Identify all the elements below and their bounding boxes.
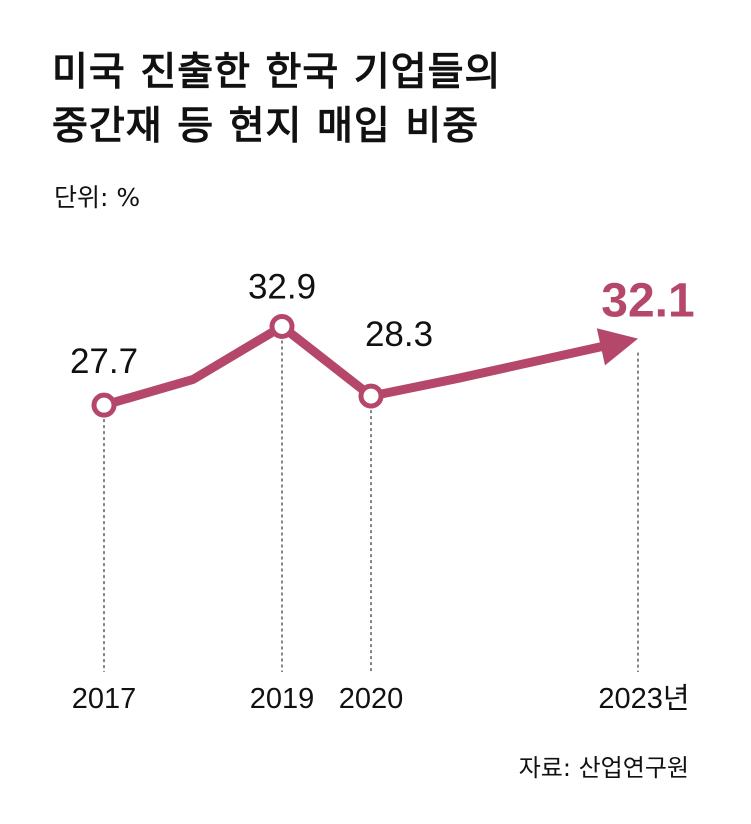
- chart-title-line-2: 중간재 등 현지 매입 비중: [52, 104, 480, 149]
- source-note: 자료: 산업연구원: [518, 754, 689, 782]
- data-label-2020: 28.3: [365, 315, 433, 354]
- data-label-2019: 32.9: [248, 267, 316, 306]
- chart-title-line-1: 미국 진출한 한국 기업들의: [52, 50, 502, 95]
- data-point-2017: [91, 392, 117, 418]
- data-label-2017: 27.7: [70, 342, 138, 381]
- data-point-2020: [358, 383, 384, 409]
- x-tick-2023: 2023년: [598, 683, 689, 715]
- chart-title: 미국 진출한 한국 기업들의 중간재 등 현지 매입 비중: [52, 46, 501, 154]
- data-point-2019: [269, 313, 295, 339]
- x-tick-2017: 2017: [72, 683, 137, 715]
- series-line: [99, 321, 618, 410]
- data-label-2023: 32.1: [601, 275, 694, 328]
- unit-label: 단위: %: [54, 183, 141, 212]
- x-tick-2020: 2020: [339, 683, 404, 715]
- guide-lines: [103, 340, 639, 672]
- data-points: [91, 313, 384, 418]
- arrowhead: [596, 328, 638, 366]
- data-labels: 27.7 32.9 28.3 32.1: [70, 267, 695, 381]
- x-axis-ticks: 2017 2019 2020 2023년: [72, 683, 690, 715]
- x-tick-2019: 2019: [250, 683, 315, 715]
